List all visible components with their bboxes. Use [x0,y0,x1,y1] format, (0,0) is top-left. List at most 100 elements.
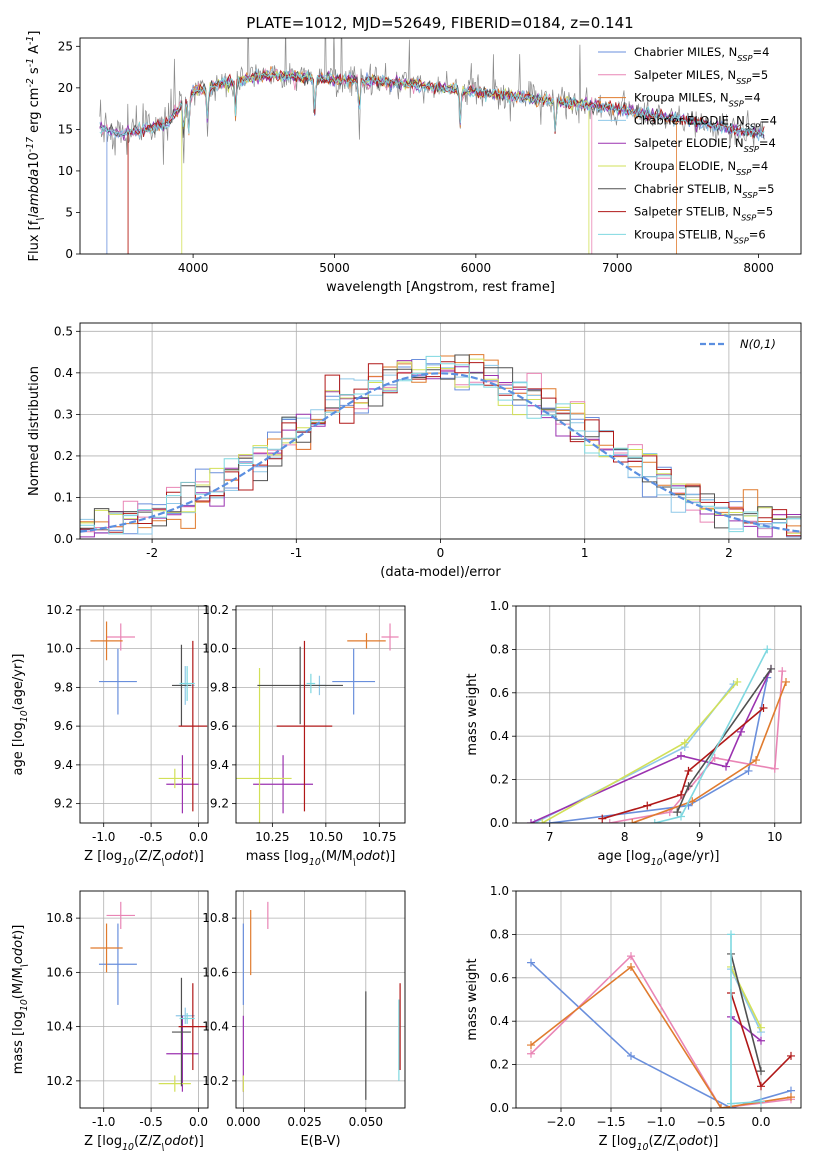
axes-frame [235,890,406,1109]
weight-marker-kroupa_elodie [733,677,742,686]
weight-marker-salpeter_elodie [737,727,745,736]
x-axis-label: E(B-V) [300,1134,340,1149]
y-tick-label: 0.3 [54,407,73,421]
x-axis-label: Z [log10(Z/Z\odot)] [84,849,204,868]
weight-marker-kroupa_miles [627,962,635,971]
y-tick-label: 9.8 [54,680,73,694]
x-tick-label: 9 [696,830,704,844]
x-tick-label: -1 [290,546,302,560]
weight-marker-kroupa_miles [628,819,637,823]
weight-marker-salpeter_elodie [527,819,535,823]
y-tick-label: 9.4 [210,758,229,772]
y-tick-label: 10.6 [46,965,73,979]
y-tick-label: 0.5 [54,324,73,338]
weight-marker-salpeter_stelib [684,766,693,775]
y-tick-label: 10.0 [202,642,229,656]
y-tick-label: 1.0 [490,884,509,898]
y-tick-label: 0.1 [54,490,73,504]
x-axis-label: mass [log10(M/M\odot)] [246,849,396,868]
plot-area [80,606,208,823]
weight-marker-kroupa_elodie [680,738,689,747]
plot-area [80,891,208,1108]
axes-spectrum: 4000 5000 6000 7000 8000 0 5 10 15 20 25 wavelength… [25,31,802,295]
weight-marker-chabrier_miles [744,766,753,775]
plot-area [236,606,405,823]
weight-marker-chabrier_stelib [767,664,775,673]
weight-marker-chabrier_miles [545,819,554,823]
axes-frame [235,605,406,824]
weight-marker-salpeter_miles [627,952,635,961]
weight-marker-salpeter_elodie [722,762,730,771]
y-tick-label: 0.0 [490,1101,509,1115]
plot-area [99,38,765,254]
weight-marker-salpeter_stelib [787,1051,795,1060]
y-tick-label: 0.4 [490,1014,509,1028]
x-tick-label: 8000 [743,261,774,275]
x-axis-label: wavelength [Angstrom, rest frame] [326,280,555,295]
x-tick-label: 4000 [178,261,209,275]
legend-entry: Kroupa MILES, NSSP=4 [634,91,761,109]
spectrum-model-salpeter_stelib [127,69,765,254]
x-tick-label: -0.5 [139,1115,162,1129]
x-axis-label: Z [log10(Z/Z\odot)] [84,1134,204,1153]
legend-normal: N(0,1) [740,337,776,351]
spectrum-legend: Chabrier MILES, NSSP=4 Salpeter MILES, NS… [598,45,777,245]
y-tick-label: 10.8 [46,911,73,925]
weight-marker-kroupa_elodie [538,819,547,823]
y-tick-label: 1.0 [490,599,509,613]
y-tick-label: 10.4 [202,1020,229,1034]
legend-entry: Kroupa ELODIE, NSSP=4 [634,159,768,177]
weight-line-salpeter_miles [530,954,792,1108]
x-tick-label: -2 [146,546,158,560]
x-axis-label: Z [log10(Z/Z\odot)] [599,1134,719,1153]
x-tick-label: 0.050 [349,1115,383,1129]
x-tick-label: −0.5 [696,1115,725,1129]
weight-line-kroupa_elodie [541,681,738,823]
x-tick-label: 6000 [461,261,492,275]
x-tick-label: 8 [621,830,629,844]
x-tick-label: -1.0 [92,1115,115,1129]
weight-marker-salpeter_miles [778,667,787,676]
weight-marker-salpeter_miles [527,1049,535,1058]
weight-line-kroupa_miles [632,681,787,823]
y-tick-label: 0.0 [54,532,73,546]
weight-marker-salpeter_stelib [598,814,607,823]
weight-marker-kroupa_miles [752,756,760,765]
y-tick-label: 10.2 [202,603,229,617]
legend-entry: Kroupa STELIB, NSSP=6 [634,227,766,245]
axes-hist: -2 -1 0 1 2 0.0 0.1 0.2 0.3 0.4 0.5 (data-model)/er… [27,322,802,580]
y-axis-label: Flux [f\lambda10-17 erg cm-2 s-1 A-1] [25,31,46,262]
y-tick-label: 5 [65,205,73,219]
y-axis-label: mass weight [465,958,480,1040]
x-tick-label: 7 [546,830,554,844]
y-tick-label: 9.2 [210,797,229,811]
y-tick-label: 20 [58,81,73,95]
y-tick-label: 9.6 [54,719,73,733]
axes-age_vs_z: -1.0 -0.5 0.0 9.2 9.4 9.6 9.8 10.0 10.2 Z [log10(… [11,603,209,868]
weight-marker-chabrier_stelib [757,1067,765,1076]
weight-marker-salpeter_stelib [757,1082,765,1091]
legend-entry: Chabrier MILES, NSSP=4 [634,45,769,63]
x-tick-label: 2 [725,546,733,560]
y-tick-label: 9.6 [210,719,229,733]
weight-marker-salpeter_stelib [677,790,685,799]
weight-marker-salpeter_stelib [643,801,652,810]
plot-area [516,891,801,1108]
y-tick-label: 10.2 [46,1074,73,1088]
plot-area [516,606,801,823]
y-tick-label: 25 [58,39,73,53]
axes-frame [515,890,802,1109]
weight-marker-salpeter_elodie [757,1036,765,1045]
axes-weight_vs_age: 7 8 9 10 0.0 0.2 0.4 0.6 0.8 1.0 age [log10(age/yr… [465,599,802,868]
y-tick-label: 0.4 [490,729,509,743]
x-axis-label: (data-model)/error [380,565,501,580]
figure-title: PLATE=1012, MJD=52649, FIBERID=0184, z=0… [246,14,633,32]
weight-marker-kroupa_stelib [727,930,735,939]
weight-marker-kroupa_stelib [727,1099,735,1108]
normal-curve [80,372,801,533]
weight-line-chabrier_stelib [730,953,762,1072]
weight-marker-kroupa_miles [787,1093,795,1102]
x-tick-label: 7000 [602,261,633,275]
legend-entry: Salpeter ELODIE, NSSP=4 [634,136,776,154]
